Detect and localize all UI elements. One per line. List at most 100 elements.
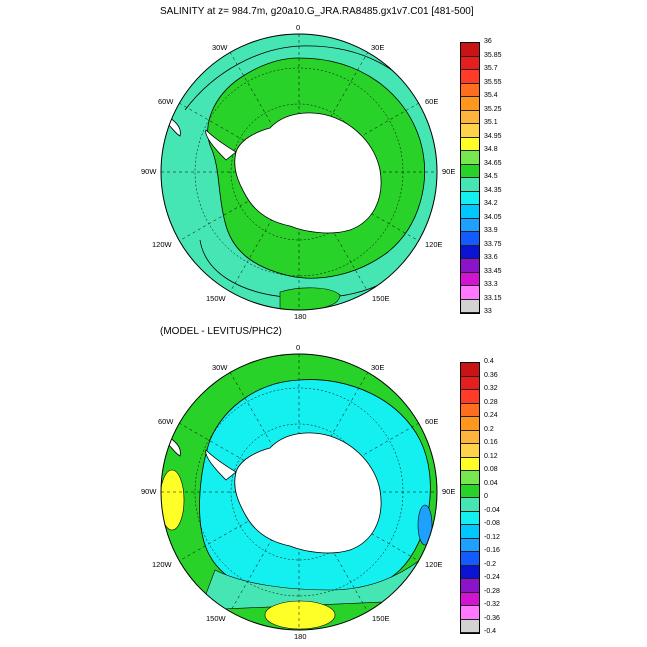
lon-label-120e-b: 120E	[425, 560, 443, 569]
lon-label-90e-b: 90E	[442, 487, 456, 496]
colorbar-swatch	[461, 403, 479, 417]
colorbar-label: 0.04	[484, 479, 498, 487]
colorbar-label: 0.4	[484, 358, 494, 365]
colorbar-label: 35.7	[484, 65, 498, 72]
colorbar-label: 0.08	[484, 466, 498, 473]
colorbar-swatch	[461, 390, 479, 404]
lon-label-30e: 30E	[371, 43, 385, 52]
blue-anomaly-east	[417, 504, 433, 546]
colorbar-swatch	[461, 178, 479, 192]
lon-label-90e: 90E	[442, 167, 456, 176]
colorbar-swatch	[461, 299, 479, 313]
colorbar-swatch	[461, 498, 479, 512]
colorbar-label: 33.45	[484, 267, 502, 275]
lon-label-60e-b: 60E	[425, 417, 439, 426]
antarctica-bottom	[234, 432, 382, 554]
lon-label-180: 180	[294, 312, 307, 321]
plot-title-difference: (MODEL - LEVITUS/PHC2)	[160, 326, 282, 337]
green-patch-south	[279, 287, 341, 310]
colorbar-swatch	[461, 376, 479, 390]
colorbar-swatch	[461, 525, 479, 539]
peninsula-top	[205, 129, 237, 161]
colorbar-label: 35.1	[484, 119, 498, 126]
colorbar-swatch	[461, 552, 479, 566]
south-america-top	[167, 117, 181, 137]
colorbar-label: -0.24	[484, 574, 500, 581]
lon-label-30w-b: 30W	[212, 363, 228, 372]
lon-label-90w-b: 90W	[141, 487, 157, 496]
colorbar-swatch	[461, 471, 479, 485]
colorbar-label: 0.36	[484, 371, 498, 379]
colorbar-label: 33	[484, 308, 492, 315]
colorbar-swatch	[461, 83, 479, 97]
colorbar-label: -0.28	[484, 587, 500, 595]
colorbar-swatch	[461, 484, 479, 498]
lon-label-60w-b: 60W	[158, 417, 174, 426]
salinity-map	[161, 34, 437, 310]
colorbar-label: 33.3	[484, 281, 498, 288]
colorbar-label: 0.2	[484, 425, 494, 433]
lon-label-150w: 150W	[206, 294, 226, 303]
colorbar-label: 0.16	[484, 439, 498, 446]
lon-label-150w-b: 150W	[206, 614, 226, 623]
lon-label-30w: 30W	[212, 43, 228, 52]
colorbar-label: -0.16	[484, 547, 500, 554]
colorbar-label: 0.12	[484, 452, 498, 460]
colorbar-swatch	[461, 97, 479, 111]
colorbar-label: 0.24	[484, 412, 498, 419]
lon-label-120w: 120W	[152, 240, 172, 249]
colorbar-swatch	[461, 606, 479, 620]
colorbar-swatch	[461, 191, 479, 205]
colorbar-label: 35.85	[484, 51, 502, 59]
colorbar-label: -0.4	[484, 628, 497, 635]
colorbar-label: 34.5	[484, 173, 498, 180]
colorbar-swatch	[461, 218, 479, 232]
yellow-anomaly-west	[161, 469, 185, 531]
lon-label-30e-b: 30E	[371, 363, 385, 372]
colorbar-label: 35.4	[484, 92, 498, 99]
lon-label-180-b: 180	[294, 632, 307, 641]
colorbar-label: -0.2	[484, 560, 497, 568]
colorbar-label: 34.8	[484, 146, 498, 153]
colorbar-swatch	[461, 259, 479, 273]
colorbar-label: -0.32	[484, 601, 500, 608]
colorbar-swatch	[461, 579, 479, 593]
colorbar-swatch	[461, 137, 479, 151]
plot-title-salinity: SALINITY at z= 984.7m, g20a10.G_JRA.RA84…	[160, 6, 474, 17]
colorbar-label: 0	[484, 493, 488, 500]
lon-label-60w: 60W	[158, 97, 174, 106]
colorbar-label: 35.55	[484, 78, 502, 86]
colorbar-swatch	[461, 56, 479, 70]
colorbar-swatch	[461, 286, 479, 300]
lon-label-150e-b: 150E	[372, 614, 390, 623]
colorbar-label: 34.05	[484, 213, 502, 221]
colorbar-label: 0.32	[484, 385, 498, 392]
colorbar-label: 34.2	[484, 200, 498, 207]
colorbar-swatch	[461, 110, 479, 124]
colorbar-swatch	[461, 124, 479, 138]
colorbar-label: 33.9	[484, 227, 498, 234]
colorbar-swatch	[461, 417, 479, 431]
south-america-bottom	[167, 437, 181, 457]
colorbar-swatch	[461, 444, 479, 458]
peninsula-bottom	[205, 449, 237, 481]
colorbar-difference	[460, 362, 480, 634]
colorbar-label: 0.28	[484, 398, 498, 406]
colorbar-label: 34.65	[484, 159, 502, 167]
colorbar-label: -0.36	[484, 614, 500, 622]
colorbar-label: 33.6	[484, 254, 498, 261]
colorbar-swatch	[461, 430, 479, 444]
colorbar-swatch	[461, 363, 479, 377]
anomaly-map	[161, 354, 437, 630]
colorbar-swatch	[461, 619, 479, 633]
colorbar-swatch	[461, 43, 479, 57]
colorbar-swatch	[461, 205, 479, 219]
colorbar-swatch	[461, 592, 479, 606]
colorbar-label: 33.15	[484, 294, 502, 302]
colorbar-label: -0.04	[484, 506, 500, 514]
colorbar-label: 33.75	[484, 240, 502, 248]
lon-label-0-b: 0	[296, 343, 301, 352]
positive-band-south	[199, 559, 431, 611]
colorbar-label: -0.08	[484, 520, 500, 527]
